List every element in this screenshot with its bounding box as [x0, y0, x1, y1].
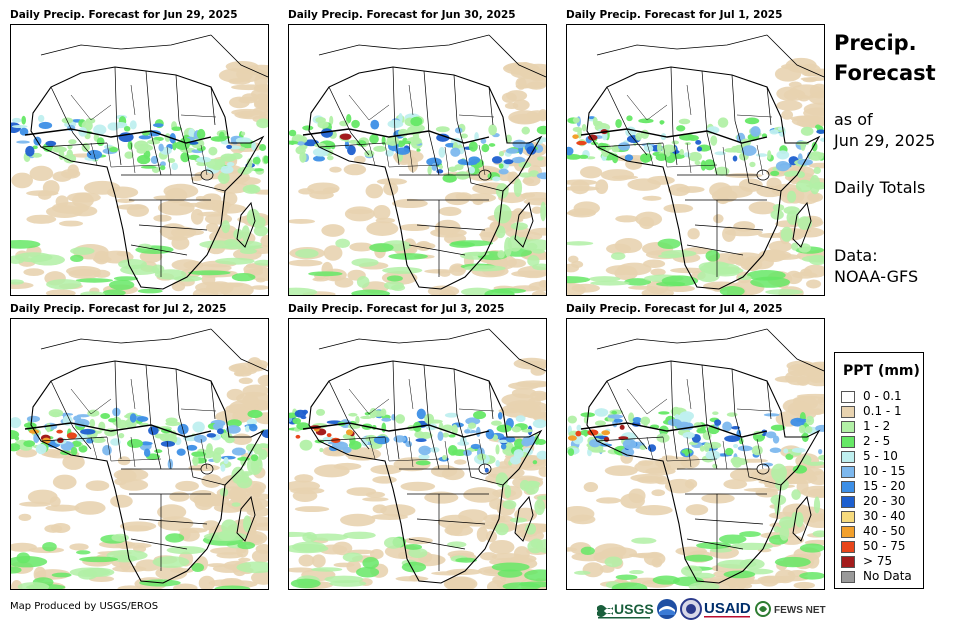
usgs-logo-text: USGS: [614, 601, 654, 617]
legend-swatch: [841, 450, 855, 463]
africa-map: [567, 328, 824, 589]
legend-title: PPT (mm): [843, 363, 920, 379]
precip-map: [288, 318, 547, 590]
legend-label: 30 - 40: [863, 509, 906, 523]
fewsnet-logo: FEWS NET: [754, 597, 826, 621]
legend-swatch: [841, 390, 855, 403]
legend-swatch: [841, 405, 855, 418]
precip-map: [288, 24, 547, 296]
africa-map: [289, 34, 546, 295]
legend-item: 1 - 2: [841, 419, 890, 433]
legend-label: 0.1 - 1: [863, 404, 902, 418]
panel-title: Daily Precip. Forecast for Jul 4, 2025: [566, 303, 783, 315]
legend-swatch: [841, 510, 855, 523]
legend-swatch: [841, 570, 855, 583]
noaa-logo: [656, 597, 678, 621]
legend-item: 10 - 15: [841, 464, 906, 478]
legend-label: 0 - 0.1: [863, 389, 902, 403]
legend-label: No Data: [863, 569, 912, 583]
usgs-logo: USGS: [596, 597, 654, 621]
legend-item: 0 - 0.1: [841, 389, 902, 403]
panel-title: Daily Precip. Forecast for Jul 2, 2025: [10, 303, 227, 315]
usaid-logo-text: USAID: [704, 600, 751, 617]
legend-item: 2 - 5: [841, 434, 890, 448]
legend-swatch: [841, 540, 855, 553]
legend-swatch: [841, 555, 855, 568]
legend-item: No Data: [841, 569, 912, 583]
legend-label: 2 - 5: [863, 434, 891, 448]
legend-item: 15 - 20: [841, 479, 906, 493]
agency-logos: USGS USAID FEWS NET: [596, 597, 826, 621]
legend-label: 10 - 15: [863, 464, 906, 478]
legend-label: 1 - 2: [863, 419, 891, 433]
title-line: Forecast: [834, 61, 936, 85]
legend-swatch: [841, 435, 855, 448]
legend-item: 20 - 30: [841, 494, 906, 508]
legend-item: 5 - 10: [841, 449, 898, 463]
legend-item: 50 - 75: [841, 539, 906, 553]
legend-swatch: [841, 480, 855, 493]
africa-map: [289, 328, 546, 589]
legend-swatch: [841, 525, 855, 538]
precip-map: [566, 24, 825, 296]
legend-label: 50 - 75: [863, 539, 906, 553]
legend-swatch: [841, 420, 855, 433]
fewsnet-logo-text: FEWS NET: [774, 605, 826, 616]
legend-item: > 75: [841, 554, 892, 568]
legend-item: 30 - 40: [841, 509, 906, 523]
precip-map: [566, 318, 825, 590]
legend-swatch: [841, 465, 855, 478]
panel-title: Daily Precip. Forecast for Jul 1, 2025: [566, 9, 783, 21]
title-line: Precip.: [834, 31, 917, 55]
legend-label: 20 - 30: [863, 494, 906, 508]
data-label: Data:: [834, 246, 878, 265]
panel-title: Daily Precip. Forecast for Jun 30, 2025: [288, 9, 516, 21]
sidebar-title: Precip. Forecast: [834, 28, 936, 88]
as-of-label: as of: [834, 110, 873, 129]
legend-label: > 75: [863, 554, 893, 568]
legend-label: 40 - 50: [863, 524, 906, 538]
as-of-date: Jun 29, 2025: [834, 131, 936, 150]
panel-title: Daily Precip. Forecast for Jun 29, 2025: [10, 9, 238, 21]
precip-map: [10, 24, 269, 296]
credit-text: Map Produced by USGS/EROS: [10, 601, 159, 612]
usaid-logo: USAID: [704, 597, 752, 621]
legend-swatch: [841, 495, 855, 508]
data-source: NOAA-GFS: [834, 267, 919, 286]
totals-label: Daily Totals: [834, 178, 926, 197]
legend-label: 5 - 10: [863, 449, 898, 463]
africa-map: [11, 328, 268, 589]
legend-item: 40 - 50: [841, 524, 906, 538]
legend-label: 15 - 20: [863, 479, 906, 493]
africa-map: [11, 34, 268, 295]
panel-title: Daily Precip. Forecast for Jul 3, 2025: [288, 303, 505, 315]
africa-map: [567, 34, 824, 295]
precip-map: [10, 318, 269, 590]
legend-item: 0.1 - 1: [841, 404, 902, 418]
doc-seal-logo: [680, 597, 702, 621]
